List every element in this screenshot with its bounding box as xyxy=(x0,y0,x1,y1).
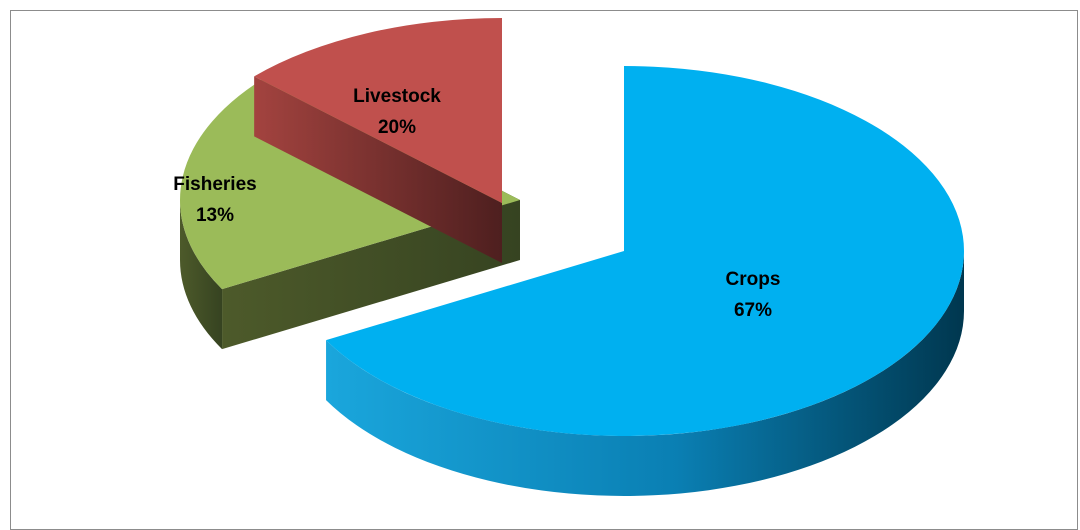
slice-crops-top xyxy=(326,66,965,436)
pie-chart: Crops 67% Livestock 20% Fisheries 13% xyxy=(173,18,965,497)
slice-crops-rim xyxy=(326,251,964,497)
slice-fisheries-side-2 xyxy=(254,76,502,263)
label-livestock-name: Livestock xyxy=(353,86,441,107)
slice-fisheries xyxy=(254,18,502,263)
slice-livestock-side-2 xyxy=(222,200,520,350)
slice-livestock-rim xyxy=(180,200,223,350)
slice-fisheries-top xyxy=(254,18,502,203)
slice-crops xyxy=(326,66,965,497)
label-crops-name: Crops xyxy=(726,269,781,290)
label-fisheries-name: Fisheries xyxy=(173,174,256,195)
label-crops-value: 67% xyxy=(734,300,772,321)
label-livestock-value: 20% xyxy=(378,117,416,138)
label-fisheries-value: 13% xyxy=(196,205,234,226)
